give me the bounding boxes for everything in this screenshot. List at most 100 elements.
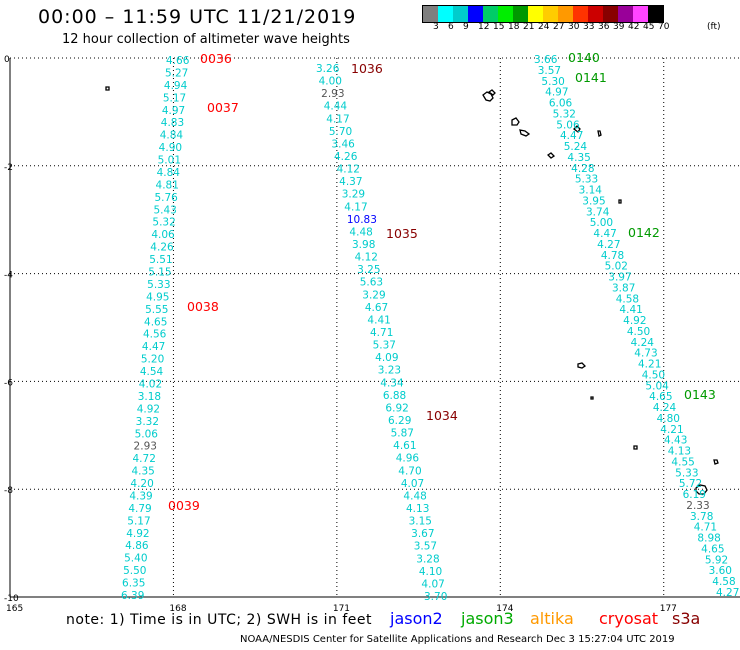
wave-height-value: 4.84 xyxy=(157,167,181,179)
wave-height-value: 6.92 xyxy=(385,402,408,414)
wave-height-value: 6.39 xyxy=(121,590,144,602)
wave-height-value: 3.32 xyxy=(136,416,159,428)
wave-height-value: 4.72 xyxy=(133,453,156,465)
wave-height-value: 5.27 xyxy=(165,67,188,79)
wave-height-value: 4.44 xyxy=(324,101,348,113)
wave-height-value: 2.93 xyxy=(321,88,344,100)
color-scale-label: 36 xyxy=(598,22,610,32)
wave-height-value: 5.33 xyxy=(147,279,170,291)
wave-height-value: 4.73 xyxy=(634,348,657,360)
wave-height-value: 3.23 xyxy=(378,365,401,377)
color-swatch xyxy=(528,6,543,22)
wave-height-value: 4.58 xyxy=(712,576,735,588)
page-subtitle: 12 hour collection of altimeter wave hei… xyxy=(62,32,350,47)
color-swatch xyxy=(558,6,573,22)
color-scale-label: 3 xyxy=(433,22,439,32)
wave-height-value: 4.86 xyxy=(125,540,149,552)
wave-height-value: 4.78 xyxy=(601,250,624,262)
lat-tick-label: -6 xyxy=(4,378,13,388)
island-outline xyxy=(105,86,110,91)
wave-height-value: 4.39 xyxy=(129,490,152,502)
credit-line: NOAA/NESDIS Center for Satellite Applica… xyxy=(240,634,675,645)
wave-height-value: 4.48 xyxy=(349,226,372,238)
color-scale-label: (ft) xyxy=(707,22,721,32)
wave-height-value: 4.21 xyxy=(638,359,661,371)
wave-height-value: 4.06 xyxy=(151,229,175,241)
wave-height-value: 3.60 xyxy=(709,565,732,577)
wave-height-value: 4.47 xyxy=(593,228,616,240)
wave-height-value: 4.65 xyxy=(649,391,672,403)
wave-height-value: 4.17 xyxy=(344,201,367,213)
color-swatch xyxy=(423,6,438,22)
wave-height-value: 3.57 xyxy=(538,65,561,77)
wave-height-value: 4.26 xyxy=(150,242,174,254)
color-scale-label: 12 xyxy=(478,22,490,32)
wave-height-value: 5.40 xyxy=(124,553,147,565)
wave-height-value: 5.72 xyxy=(679,478,702,490)
wave-height-value: 4.00 xyxy=(319,76,342,88)
wave-height-value: 2.33 xyxy=(686,500,709,512)
wave-height-value: 4.80 xyxy=(657,413,680,425)
satellite-tracks: 4.665.274.945.174.974.834.844.905.014.84… xyxy=(121,54,739,603)
color-scale-label: 24 xyxy=(538,22,550,32)
wave-height-value: 4.95 xyxy=(146,291,169,303)
wave-height-value: 5.33 xyxy=(675,467,698,479)
wave-height-value: 4.71 xyxy=(370,327,393,339)
wave-height-value: 4.97 xyxy=(162,105,185,117)
wave-height-value: 5.50 xyxy=(123,565,146,577)
wave-height-value: 10.83 xyxy=(347,214,377,226)
wave-height-value: 5.02 xyxy=(605,261,628,273)
wave-height-value: 5.70 xyxy=(329,126,352,138)
legend-jason3: jason3 xyxy=(461,609,514,628)
axis-tick-labels: 165 168 171 174 177 0 -2 -4 -6 -8 -10 xyxy=(4,55,677,614)
wave-height-value: 4.09 xyxy=(375,352,398,364)
wave-height-value: 5.76 xyxy=(154,192,178,204)
wave-height-value: 4.94 xyxy=(164,80,188,92)
color-swatch xyxy=(588,6,603,22)
wave-height-value: 4.41 xyxy=(619,304,642,316)
wave-height-value: 3.70 xyxy=(424,591,447,603)
wave-height-value: 4.07 xyxy=(401,478,424,490)
wave-height-value: 3.15 xyxy=(409,516,432,528)
lat-tick-label: -8 xyxy=(4,486,13,496)
pass-time-label: 0037 xyxy=(207,100,239,115)
wave-height-value: 3.26 xyxy=(316,63,340,75)
color-scale-labels: 3 6 9 12 15 18 21 24 27 30 33 36 39 42 45 70 (ft) xyxy=(422,22,740,34)
island-outline xyxy=(577,362,587,369)
wave-height-value: 3.18 xyxy=(138,391,161,403)
wave-height-value: 4.47 xyxy=(142,341,165,353)
wave-height-value: 4.13 xyxy=(668,446,691,458)
wave-height-value: 4.43 xyxy=(664,435,687,447)
pass-time-labels: 0036 0037 0038 0039 1036 1035 1034 0140 0141 0142… xyxy=(168,50,716,513)
color-swatch xyxy=(438,6,453,22)
lon-tick-label: 171 xyxy=(333,604,350,614)
color-scale-label: 18 xyxy=(508,22,520,32)
wave-height-value: 4.65 xyxy=(701,543,724,555)
color-scale-label: 15 xyxy=(493,22,505,32)
color-swatch xyxy=(483,6,498,22)
lon-tick-label: 168 xyxy=(169,604,186,614)
wave-height-value: 4.13 xyxy=(406,503,429,515)
wave-height-value: 3.46 xyxy=(331,138,355,150)
island-outline xyxy=(633,445,638,450)
wave-height-value: 6.06 xyxy=(549,98,573,110)
wave-height-value: 5.01 xyxy=(158,155,181,167)
wave-height-value: 4.24 xyxy=(631,337,655,349)
color-scale-label: 27 xyxy=(553,22,565,32)
wave-height-value: 4.55 xyxy=(671,456,694,468)
wave-height-value: 5.20 xyxy=(141,354,164,366)
wave-height-value: 4.37 xyxy=(339,176,362,188)
wave-height-value: 4.48 xyxy=(403,490,426,502)
lat-tick-label: 0 xyxy=(4,55,10,65)
wave-height-value: 4.65 xyxy=(144,316,167,328)
wave-height-value: 5.92 xyxy=(705,554,728,566)
lat-tick-label: -10 xyxy=(4,594,19,604)
wave-height-value: 6.35 xyxy=(122,578,145,590)
wave-height-value: 3.29 xyxy=(362,289,385,301)
wave-height-value: 5.32 xyxy=(152,217,175,229)
wave-height-value: 5.87 xyxy=(391,428,414,440)
lon-tick-label: 165 xyxy=(6,604,23,614)
island-outline xyxy=(511,117,531,137)
